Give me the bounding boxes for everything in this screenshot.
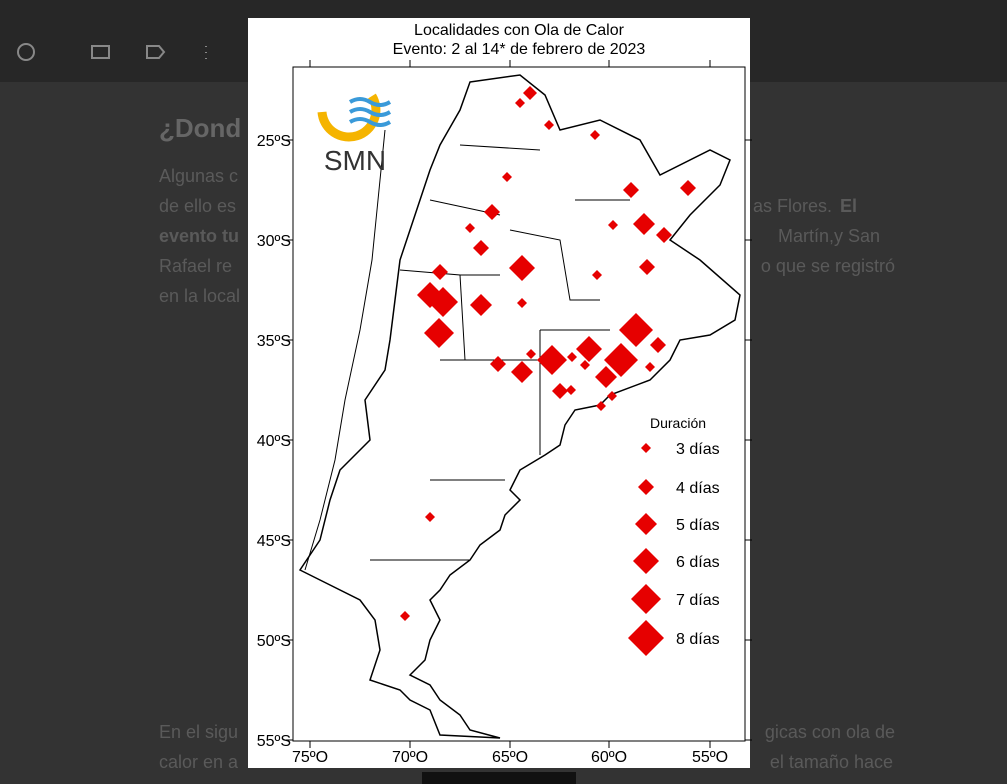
heat-wave-marker — [509, 255, 535, 281]
legend-marker — [641, 443, 651, 453]
heat-wave-marker — [592, 270, 602, 280]
heat-wave-marker — [537, 345, 567, 375]
heat-wave-marker — [517, 298, 527, 308]
heat-wave-marker — [523, 86, 537, 100]
lat-label: 45ºS — [257, 533, 291, 550]
legend-label: 4 días — [676, 480, 720, 497]
scrollbar — [422, 772, 576, 784]
lon-label: 70ºO — [392, 749, 428, 766]
map-frame — [292, 66, 746, 742]
heat-wave-marker — [515, 98, 525, 108]
icon-label[interactable] — [146, 45, 166, 59]
article-line: o que se registró — [761, 256, 895, 276]
lat-label: 40ºS — [257, 433, 291, 450]
heat-wave-marker — [623, 182, 639, 198]
legend-label: 7 días — [676, 592, 720, 609]
heat-wave-marker — [428, 287, 458, 317]
heat-wave-marker — [633, 213, 655, 235]
heat-wave-marker — [645, 362, 655, 372]
article-line: evento tu — [159, 226, 239, 246]
map-subtitle: Evento: 2 al 14* de febrero de 2023 — [393, 41, 646, 58]
heat-wave-marker — [608, 220, 618, 230]
lat-label: 35ºS — [257, 333, 291, 350]
map: SMN Localidades con Ola de Calor Evento:… — [257, 22, 752, 766]
toolbar-icons — [17, 43, 207, 61]
icon-check[interactable] — [17, 43, 35, 61]
article-line: as Flores. — [753, 196, 832, 216]
legend-label: 6 días — [676, 554, 720, 571]
lon-label: 75ºO — [292, 749, 328, 766]
lat-label: 50ºS — [257, 633, 291, 650]
heat-wave-marker — [400, 611, 410, 621]
article-heading: ¿Dond — [159, 113, 241, 143]
heat-wave-marker — [465, 223, 475, 233]
lon-label: 60ºO — [591, 749, 627, 766]
article-line: en la local — [159, 286, 240, 306]
logo-waves — [317, 93, 392, 142]
heat-wave-marker — [595, 366, 617, 388]
legend-label: 3 días — [676, 441, 720, 458]
article-line: Algunas c — [159, 166, 238, 186]
heat-wave-marker — [566, 385, 576, 395]
heat-wave-marker — [580, 360, 590, 370]
legend-marker — [633, 548, 659, 574]
legend-marker — [631, 584, 661, 614]
heat-wave-marker — [607, 391, 617, 401]
lon-label: 65ºO — [492, 749, 528, 766]
heat-wave-marker — [619, 313, 653, 347]
heat-wave-marker — [544, 120, 554, 130]
province-borders — [304, 129, 630, 571]
article-line: el tamaño hace — [770, 752, 893, 772]
heat-wave-marker — [656, 227, 672, 243]
heat-wave-marker — [511, 361, 533, 383]
heat-wave-marker — [490, 356, 506, 372]
heat-wave-marker — [596, 401, 606, 411]
country-outline — [298, 74, 741, 739]
legend-title: Duración — [650, 415, 706, 431]
heat-wave-marker — [590, 130, 600, 140]
article-line: Martín,y San — [778, 226, 880, 246]
heat-wave-marker — [432, 264, 448, 280]
article-line: gicas con ola de — [765, 722, 895, 742]
lat-label: 25ºS — [257, 133, 291, 150]
lat-label: 30ºS — [257, 233, 291, 250]
heat-wave-marker — [473, 240, 489, 256]
heat-wave-marker — [604, 343, 638, 377]
heat-wave-marker — [526, 349, 536, 359]
article-line: calor en a — [159, 752, 239, 772]
legend-label: 5 días — [676, 517, 720, 534]
heat-wave-marker — [650, 337, 666, 353]
article-line: El — [840, 196, 857, 216]
lat-label: 55ºS — [257, 733, 291, 750]
heat-wave-marker — [552, 383, 568, 399]
legend-marker — [635, 513, 657, 535]
logo-text: SMN — [324, 145, 386, 176]
heat-wave-marker — [470, 294, 492, 316]
legend-marker — [638, 479, 654, 495]
map-title: Localidades con Ola de Calor — [414, 22, 625, 39]
heat-wave-marker — [425, 512, 435, 522]
article-line: de ello es — [159, 196, 236, 216]
heat-wave-marker — [484, 204, 500, 220]
legend-marker — [628, 620, 664, 656]
icon-folder[interactable] — [91, 45, 110, 59]
heat-wave-marker — [502, 172, 512, 182]
article-line: En el sigu — [159, 722, 238, 742]
heat-wave-marker — [576, 336, 602, 362]
lon-label: 55ºO — [692, 749, 728, 766]
article-line: Rafael re — [159, 256, 232, 276]
heat-wave-marker — [424, 318, 454, 348]
heat-wave-marker — [639, 259, 655, 275]
heat-wave-marker — [680, 180, 696, 196]
legend-label: 8 días — [676, 631, 720, 648]
heat-wave-marker — [567, 352, 577, 362]
